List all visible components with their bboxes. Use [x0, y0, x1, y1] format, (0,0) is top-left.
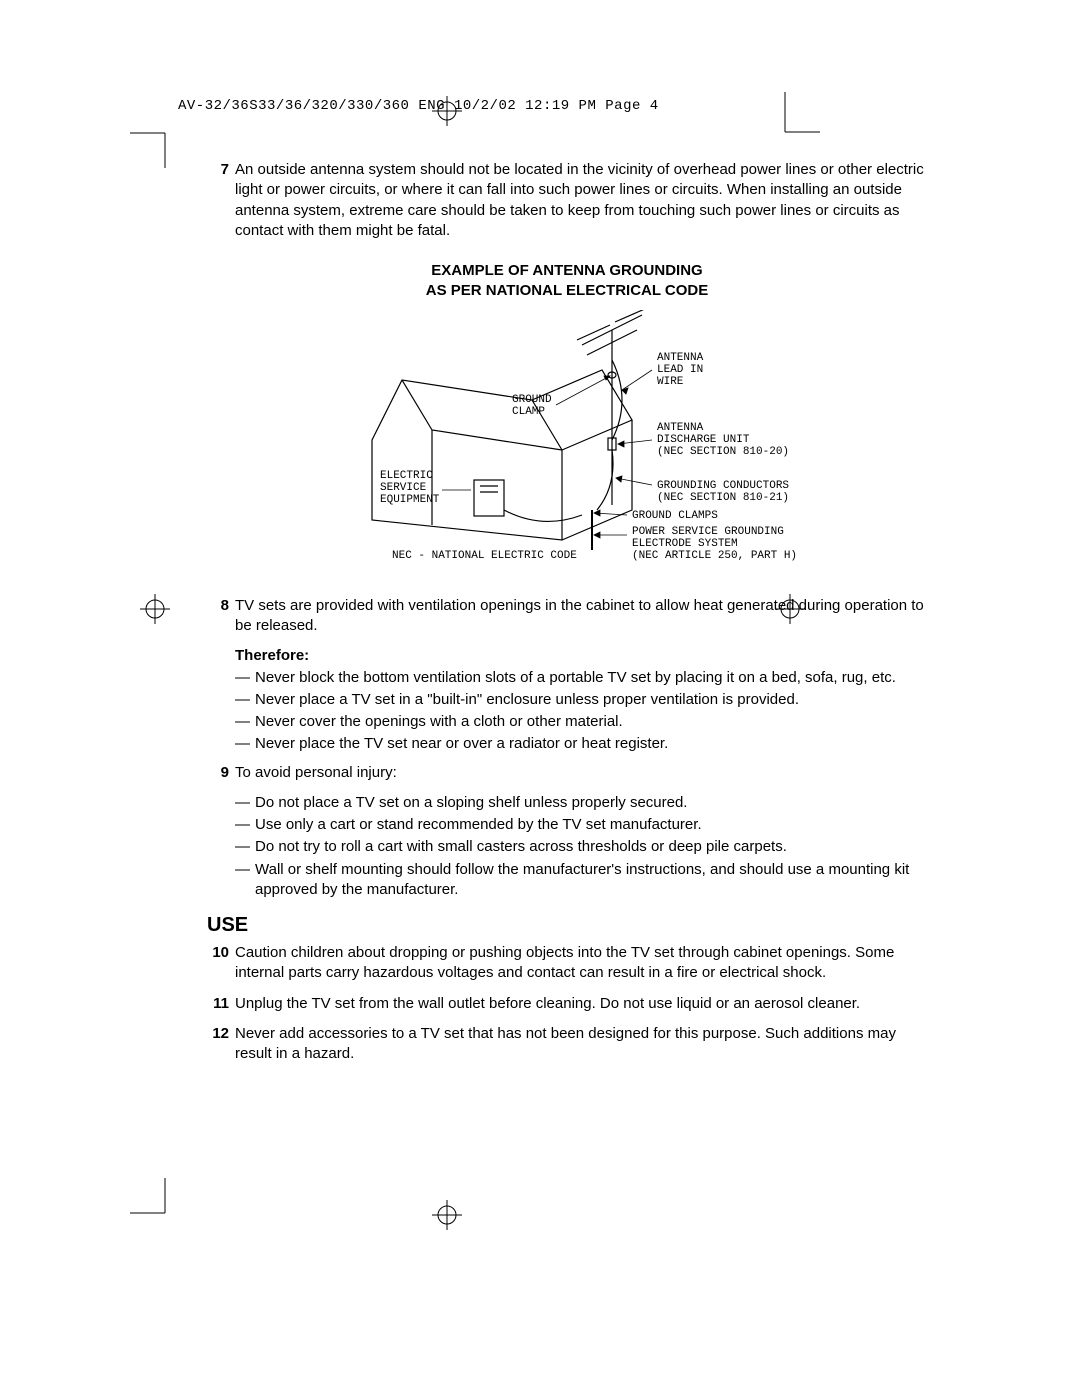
svg-text:LEAD IN: LEAD IN — [657, 364, 703, 376]
item-10: 10 Caution children about dropping or pu… — [207, 943, 927, 984]
item-11: 11 Unplug the TV set from the wall outle… — [207, 994, 927, 1014]
dash-text: Wall or shelf mounting should follow the… — [255, 860, 927, 901]
dash-text: Never place the TV set near or over a ra… — [255, 734, 668, 754]
svg-text:GROUND: GROUND — [512, 394, 552, 406]
item-text: An outside antenna system should not be … — [235, 160, 927, 241]
svg-text:DISCHARGE UNIT: DISCHARGE UNIT — [657, 434, 750, 446]
item-text: Caution children about dropping or pushi… — [235, 943, 927, 984]
item-number: 7 — [207, 160, 235, 241]
dash-text: Never place a TV set in a "built-in" enc… — [255, 690, 799, 710]
svg-text:GROUNDING CONDUCTORS: GROUNDING CONDUCTORS — [657, 480, 789, 492]
item-number: 12 — [207, 1024, 235, 1065]
item-9-list: —Do not place a TV set on a sloping shel… — [235, 793, 927, 900]
svg-text:(NEC SECTION 810-20): (NEC SECTION 810-20) — [657, 446, 789, 458]
item-number: 10 — [207, 943, 235, 984]
svg-text:(NEC SECTION 810-21): (NEC SECTION 810-21) — [657, 492, 789, 504]
item-8-list: —Never block the bottom ventilation slot… — [235, 668, 927, 755]
item-9: 9 To avoid personal injury: — [207, 763, 927, 783]
svg-text:EQUIPMENT: EQUIPMENT — [380, 494, 440, 506]
item-text: To avoid personal injury: — [235, 763, 927, 783]
therefore-label: Therefore: — [235, 647, 927, 664]
item-number: 9 — [207, 763, 235, 783]
dash-text: Do not place a TV set on a sloping shelf… — [255, 793, 687, 813]
antenna-diagram-block: EXAMPLE OF ANTENNA GROUNDING AS PER NATI… — [207, 261, 927, 580]
dash-text: Never block the bottom ventilation slots… — [255, 668, 896, 688]
svg-text:ANTENNA: ANTENNA — [657, 352, 704, 364]
item-7: 7 An outside antenna system should not b… — [207, 160, 927, 241]
svg-text:(NEC ARTICLE 250, PART H): (NEC ARTICLE 250, PART H) — [632, 550, 797, 562]
item-number: 11 — [207, 994, 235, 1014]
dash-text: Never cover the openings with a cloth or… — [255, 712, 623, 732]
item-number: 8 — [207, 596, 235, 637]
svg-text:NEC - NATIONAL ELECTRIC CODE: NEC - NATIONAL ELECTRIC CODE — [392, 550, 577, 562]
svg-text:POWER SERVICE GROUNDING: POWER SERVICE GROUNDING — [632, 526, 784, 538]
page-content: 7 An outside antenna system should not b… — [207, 160, 927, 1074]
dash-text: Use only a cart or stand recommended by … — [255, 815, 702, 835]
item-text: Never add accessories to a TV set that h… — [235, 1024, 927, 1065]
item-text: TV sets are provided with ventilation op… — [235, 596, 927, 637]
use-heading: USE — [207, 914, 927, 937]
diagram-title-1: EXAMPLE OF ANTENNA GROUNDING — [207, 261, 927, 281]
svg-text:ANTENNA: ANTENNA — [657, 422, 704, 434]
svg-text:ELECTRIC: ELECTRIC — [380, 470, 433, 482]
item-text: Unplug the TV set from the wall outlet b… — [235, 994, 927, 1014]
svg-text:WIRE: WIRE — [657, 376, 684, 388]
diagram-title-2: AS PER NATIONAL ELECTRICAL CODE — [207, 281, 927, 301]
antenna-grounding-diagram: GROUND CLAMP ANTENNA LEAD IN WIRE ANTENN… — [332, 310, 802, 580]
svg-text:ELECTRODE SYSTEM: ELECTRODE SYSTEM — [632, 538, 738, 550]
svg-text:CLAMP: CLAMP — [512, 406, 545, 418]
svg-text:SERVICE: SERVICE — [380, 482, 427, 494]
item-12: 12 Never add accessories to a TV set tha… — [207, 1024, 927, 1065]
dash-text: Do not try to roll a cart with small cas… — [255, 837, 787, 857]
svg-text:GROUND CLAMPS: GROUND CLAMPS — [632, 510, 718, 522]
item-8: 8 TV sets are provided with ventilation … — [207, 596, 927, 637]
page-header: AV-32/36S33/36/320/330/360 ENG 10/2/02 1… — [178, 98, 659, 114]
